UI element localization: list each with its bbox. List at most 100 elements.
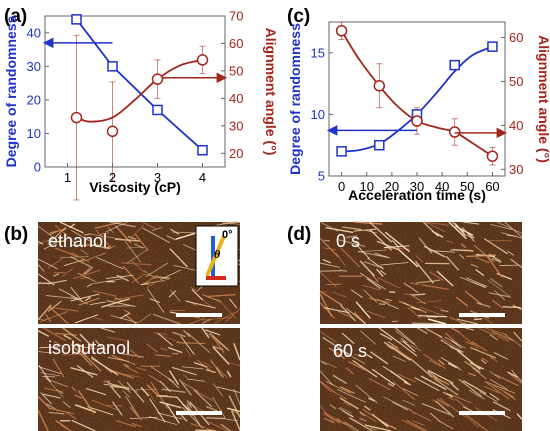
fiber	[362, 285, 381, 291]
fiber	[49, 231, 57, 236]
fiber	[201, 318, 211, 325]
fiber	[392, 239, 400, 249]
fiber	[87, 406, 114, 416]
fiber	[323, 417, 334, 423]
x-tick-label: 3	[154, 170, 161, 185]
fiber	[450, 382, 460, 391]
fiber	[129, 406, 142, 421]
fiber	[140, 386, 150, 397]
fiber	[516, 413, 523, 420]
fiber	[171, 366, 197, 376]
fiber	[462, 380, 487, 395]
series-line-red	[76, 59, 203, 123]
fiber	[51, 307, 79, 312]
fiber	[489, 356, 498, 363]
fiber	[77, 390, 95, 414]
fiber	[459, 254, 465, 259]
fiber	[395, 330, 418, 348]
fiber	[194, 390, 213, 408]
data-point-circle	[196, 54, 209, 66]
fiber	[39, 346, 59, 349]
fiber	[37, 304, 52, 321]
y-right-tick-label: 60	[509, 30, 523, 45]
fiber	[339, 304, 356, 322]
fiber	[204, 329, 221, 336]
fiber	[48, 411, 65, 415]
y-left-axis-label: Degree of randomness	[287, 23, 303, 175]
fiber	[210, 359, 223, 377]
y-left-tick-label: 0	[34, 160, 41, 175]
fiber	[423, 353, 447, 369]
fiber	[382, 396, 412, 411]
fiber	[201, 316, 233, 321]
y-right-tick-label: 30	[229, 118, 243, 133]
inset-theta-label: θ	[214, 247, 221, 261]
fiber	[432, 399, 442, 406]
data-point-circle	[411, 115, 423, 127]
fiber	[336, 238, 366, 247]
fiber	[359, 410, 377, 423]
fiber	[489, 277, 503, 288]
micrograph-0s: 0 s	[319, 221, 523, 325]
fiber	[366, 310, 386, 318]
fiber	[360, 330, 377, 345]
fiber	[77, 272, 96, 283]
y-left-tick-label: 30	[27, 59, 41, 74]
x-tick-label: 4	[199, 170, 206, 185]
fiber	[129, 349, 141, 359]
micrograph-label: 0 s	[336, 231, 360, 251]
fiber	[496, 221, 523, 234]
y-left-tick-label: 10	[27, 126, 41, 141]
fiber	[339, 397, 359, 410]
x-tick-label: 30	[410, 179, 424, 194]
fiber	[418, 315, 448, 318]
fiber	[326, 381, 351, 394]
fiber	[451, 327, 460, 333]
fiber	[48, 407, 74, 415]
fiber	[178, 378, 192, 396]
y-left-tick-label: 10	[311, 107, 325, 122]
fiber	[415, 260, 435, 284]
fiber	[464, 360, 481, 373]
fiber	[387, 341, 399, 349]
fiber	[43, 327, 66, 342]
fiber	[225, 418, 238, 422]
fiber	[149, 416, 177, 425]
fiber	[345, 366, 354, 375]
fiber	[328, 347, 346, 360]
fiber	[54, 247, 78, 258]
fiber	[402, 388, 418, 396]
fiber	[212, 383, 223, 397]
fiber	[410, 306, 421, 311]
x-axis-label: Acceleration time (s)	[348, 187, 486, 203]
fiber	[70, 366, 98, 376]
fiber	[47, 226, 67, 245]
fiber	[483, 386, 500, 394]
fiber	[170, 289, 181, 302]
fiber	[111, 386, 121, 399]
fiber	[468, 389, 485, 400]
fiber	[492, 401, 511, 412]
fiber	[89, 301, 106, 306]
y-right-tick-label: 50	[509, 74, 523, 89]
fiber	[233, 343, 241, 361]
fiber	[359, 260, 375, 277]
fiber	[181, 381, 199, 392]
fiber	[112, 401, 123, 416]
fiber	[461, 226, 475, 242]
fiber	[142, 279, 165, 285]
fiber	[202, 294, 222, 303]
fiber	[79, 276, 90, 280]
fiber	[70, 296, 89, 305]
fiber	[403, 293, 415, 296]
fiber	[54, 224, 76, 244]
fiber	[131, 275, 143, 283]
data-point-circle	[70, 111, 83, 124]
fiber	[185, 300, 216, 309]
plot-frame	[328, 21, 506, 177]
fiber	[332, 374, 347, 385]
chart-acceleration: 0 10 20 30 40 50 60 5 10 15 30 40 50 60 Acceleration …	[287, 21, 550, 203]
fiber	[48, 305, 69, 325]
scale-bar	[459, 411, 505, 415]
